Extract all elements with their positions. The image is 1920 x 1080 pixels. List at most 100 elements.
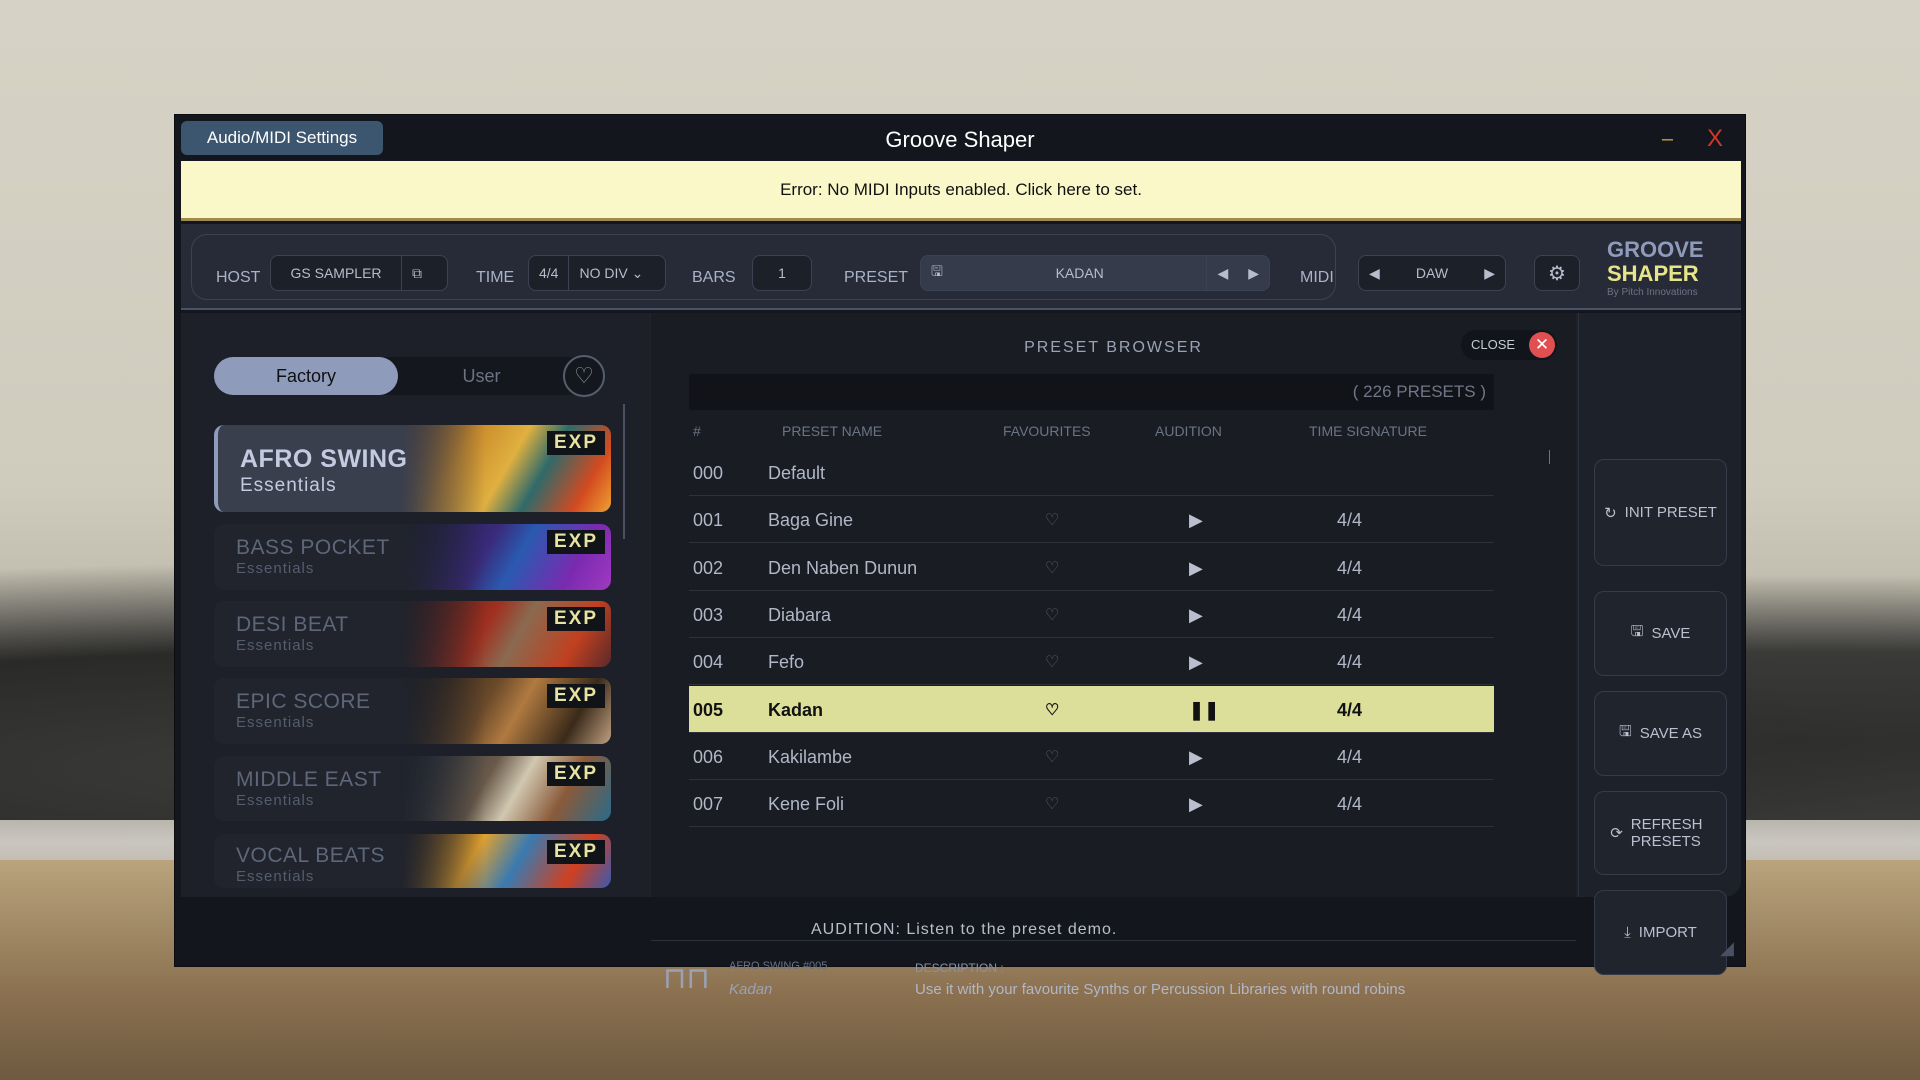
time-signature: 4/4 <box>1337 699 1363 720</box>
refresh-icon: ⟳ <box>1610 825 1623 842</box>
import-button[interactable]: ⤓ IMPORT <box>1594 890 1727 975</box>
bars-label: BARS <box>692 269 736 286</box>
preset-number: 006 <box>693 746 724 767</box>
save-as-icon: 🖫 <box>1618 723 1632 740</box>
save-as-button[interactable]: 🖫 SAVE AS <box>1594 691 1727 776</box>
exp-badge: EXP <box>546 607 605 631</box>
settings-button[interactable]: ⚙ <box>1534 255 1580 291</box>
pack-card-middle-east[interactable]: MIDDLE EAST Essentials EXP <box>214 756 611 821</box>
favourite-heart-icon[interactable]: ♡ <box>1045 512 1060 530</box>
preset-row[interactable]: 007 Kene Foli ♡ ▶ 4/4 <box>689 780 1494 828</box>
time-label: TIME <box>476 269 515 286</box>
preset-row[interactable]: 002 Den Naben Dunun ♡ ▶ 4/4 <box>689 544 1494 591</box>
pack-card-bass-pocket[interactable]: BASS POCKET Essentials EXP <box>214 524 611 590</box>
pack-card-vocal-beats[interactable]: VOCAL BEATS Essentials EXP <box>214 834 611 888</box>
conga-icon: ⊓⊓ <box>663 962 710 995</box>
pack-id: AFRO SWING #005 <box>729 960 828 972</box>
preset-name: Baga Gine <box>768 510 854 531</box>
toolbar-controls: HOST GS SAMPLER ⧉ TIME 4/4 NO DIV ⌄ BARS… <box>191 234 1580 300</box>
download-icon: ⤓ <box>1624 924 1631 941</box>
preset-name: Den Naben Dunun <box>768 557 918 578</box>
favourite-heart-icon[interactable]: ♡ <box>1045 796 1060 814</box>
library-tabs: Factory User <box>214 357 604 395</box>
next-midi-icon[interactable]: ▶ <box>1484 264 1495 281</box>
tab-user[interactable]: User <box>462 366 501 386</box>
col-number[interactable]: # <box>693 423 701 439</box>
resize-handle-icon[interactable]: ◢ <box>1720 938 1735 958</box>
preset-row[interactable]: 004 Fefo ♡ ▶ 4/4 <box>689 638 1494 686</box>
library-scrollbar[interactable] <box>623 404 625 539</box>
col-time-signature[interactable]: TIME SIGNATURE <box>1309 423 1427 439</box>
audition-play-icon[interactable]: ❚❚ <box>1189 699 1220 720</box>
preset-selector[interactable]: 🖫 KADAN ◀ ▶ <box>920 255 1270 291</box>
close-icon: ✕ <box>1529 332 1555 358</box>
minimize-button[interactable]: – <box>1661 128 1673 150</box>
preset-row[interactable]: 003 Diabara ♡ ▶ 4/4 <box>689 591 1494 638</box>
favourites-filter-heart-icon[interactable]: ♡ <box>563 355 605 397</box>
audition-play-icon[interactable]: ▶ <box>1189 652 1203 673</box>
groove-shaper-logo: GROOVE SHAPER By Pitch Innovations <box>1607 237 1704 299</box>
chevron-down-icon: ⌄ <box>631 264 644 281</box>
exp-badge: EXP <box>546 530 605 554</box>
audition-play-icon[interactable]: ▶ <box>1189 604 1203 625</box>
close-window-button[interactable]: X <box>1706 125 1723 152</box>
copy-icon[interactable]: ⧉ <box>412 264 422 281</box>
audition-play-icon[interactable]: ▶ <box>1189 746 1203 767</box>
time-signature: 4/4 <box>1337 557 1363 578</box>
prev-preset-icon[interactable]: ◀ <box>1217 264 1229 281</box>
audition-play-icon[interactable]: ▶ <box>1189 510 1203 531</box>
preset-number: 005 <box>693 699 724 720</box>
preset-row[interactable]: 005 Kadan ♡ ❚❚ 4/4 <box>689 685 1494 733</box>
preset-name: Fefo <box>768 652 805 673</box>
col-audition[interactable]: AUDITION <box>1155 423 1222 439</box>
time-signature: 4/4 <box>1337 652 1363 673</box>
col-preset-name[interactable]: PRESET NAME <box>782 423 883 439</box>
status-text: AUDITION: Listen to the preset demo. <box>811 921 1118 938</box>
time-selector[interactable]: 4/4 NO DIV ⌄ <box>528 255 666 291</box>
preset-name: Kakilambe <box>768 746 853 767</box>
close-browser-button[interactable]: CLOSE ✕ <box>1461 330 1557 360</box>
col-favourites[interactable]: FAVOURITES <box>1003 423 1091 439</box>
prev-midi-icon[interactable]: ◀ <box>1369 264 1380 281</box>
exp-badge: EXP <box>546 684 605 708</box>
time-signature: 4/4 <box>1337 794 1363 815</box>
pack-card-afro-swing[interactable]: AFRO SWING Essentials EXP <box>214 425 611 512</box>
browser-scrollbar[interactable] <box>1549 450 1550 464</box>
actions-panel: ↻ INIT PRESET 🖫 SAVE 🖫 SAVE AS ⟳ REFRESH PRE… <box>1578 313 1741 975</box>
next-preset-icon[interactable]: ▶ <box>1248 264 1259 281</box>
preset-browser: PRESET BROWSER CLOSE ✕ ( 226 PRESETS ) # … <box>651 313 1576 998</box>
audition-play-icon[interactable]: ▶ <box>1189 794 1203 815</box>
browser-title: PRESET BROWSER <box>1024 339 1203 356</box>
preset-info: ⊓⊓ AFRO SWING #005 Kadan DESCRIPTION : U… <box>651 940 1576 1013</box>
tab-factory[interactable]: Factory <box>214 357 398 395</box>
midi-selector[interactable]: ◀ DAW ▶ <box>1358 255 1506 291</box>
favourite-heart-icon[interactable]: ♡ <box>1045 606 1060 624</box>
save-icon: 🖫 <box>1630 623 1644 640</box>
save-button[interactable]: 🖫 SAVE <box>1594 591 1727 676</box>
pack-card-desi-beat[interactable]: DESI BEAT Essentials EXP <box>214 601 611 667</box>
time-value[interactable]: 4/4 <box>539 265 559 281</box>
audition-play-icon[interactable]: ▶ <box>1189 557 1203 578</box>
host-selector[interactable]: GS SAMPLER ⧉ <box>270 255 448 291</box>
init-preset-button[interactable]: ↻ INIT PRESET <box>1594 459 1727 566</box>
favourite-heart-icon[interactable]: ♡ <box>1045 748 1060 766</box>
favourite-heart-icon[interactable]: ♡ <box>1045 701 1060 719</box>
preset-row[interactable]: 001 Baga Gine ♡ ▶ 4/4 <box>689 496 1494 544</box>
division-dropdown[interactable]: NO DIV ⌄ <box>579 264 644 281</box>
preset-name: Default <box>768 463 826 483</box>
bars-input[interactable]: 1 <box>752 255 812 291</box>
time-signature: 4/4 <box>1337 604 1363 625</box>
preset-row[interactable]: 006 Kakilambe ♡ ▶ 4/4 <box>689 733 1494 780</box>
favourite-heart-icon[interactable]: ♡ <box>1045 559 1060 577</box>
audio-midi-settings-button[interactable]: Audio/MIDI Settings <box>181 121 383 155</box>
refresh-presets-button[interactable]: ⟳ REFRESH PRESETS <box>1594 791 1727 875</box>
pack-card-epic-score[interactable]: EPIC SCORE Essentials EXP <box>214 678 611 744</box>
preset-name: Kene Foli <box>768 794 845 815</box>
preset-value[interactable]: KADAN <box>1055 265 1104 281</box>
error-banner[interactable]: Error: No MIDI Inputs enabled. Click her… <box>181 161 1741 221</box>
window-title: Groove Shaper <box>885 127 1035 152</box>
midi-value: DAW <box>1415 265 1449 281</box>
preset-row[interactable]: 000 Default <box>689 449 1494 496</box>
preset-number: 002 <box>693 557 724 578</box>
favourite-heart-icon[interactable]: ♡ <box>1045 654 1060 672</box>
